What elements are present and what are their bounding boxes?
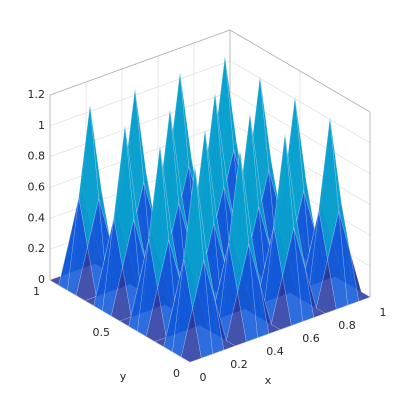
x-tick-label: 0 — [200, 371, 207, 384]
surface-facet — [192, 260, 213, 359]
z-tick-label: 0.2 — [28, 242, 46, 255]
x-tick-label: 0.6 — [302, 332, 320, 345]
surface-facet — [203, 260, 225, 355]
box-edge — [49, 29, 231, 96]
z-tick-label: 0.8 — [28, 150, 46, 163]
box-edge — [229, 29, 371, 113]
surface-facet — [180, 308, 202, 363]
z-tick-label: 1 — [38, 119, 45, 132]
surface-facet — [110, 267, 132, 322]
surface-facet — [163, 258, 184, 353]
surface-facet — [93, 217, 114, 312]
x-tick-label: 0.4 — [266, 345, 284, 358]
z-tick-label: 0.4 — [28, 211, 46, 224]
y-tick-label: 1 — [33, 285, 40, 298]
z-tick-label: 1.2 — [28, 88, 46, 101]
surface-facet — [228, 150, 250, 293]
y-tick-label: 0 — [173, 367, 180, 380]
surface-facet — [248, 243, 270, 338]
x-tick-label: 1 — [380, 306, 387, 319]
grid-line — [229, 60, 371, 144]
x-axis-label: x — [265, 374, 272, 387]
surface-facet — [67, 197, 88, 296]
surface-facet — [75, 246, 97, 301]
surface-facet — [145, 287, 167, 342]
grid-line — [49, 91, 231, 158]
y-tick-label: 0.5 — [93, 326, 111, 339]
grid-line — [229, 91, 371, 175]
surface-facet — [58, 197, 79, 291]
y-axis-label: y — [120, 370, 127, 383]
x-tick-label: 0.2 — [230, 358, 248, 371]
x-tick-label: 0.8 — [338, 319, 356, 332]
surface-facet — [214, 300, 236, 351]
z-tick-label: 0 — [38, 273, 45, 286]
z-tick-label: 0.6 — [28, 181, 46, 194]
surface-facet — [237, 243, 258, 343]
grid-line — [49, 60, 231, 127]
